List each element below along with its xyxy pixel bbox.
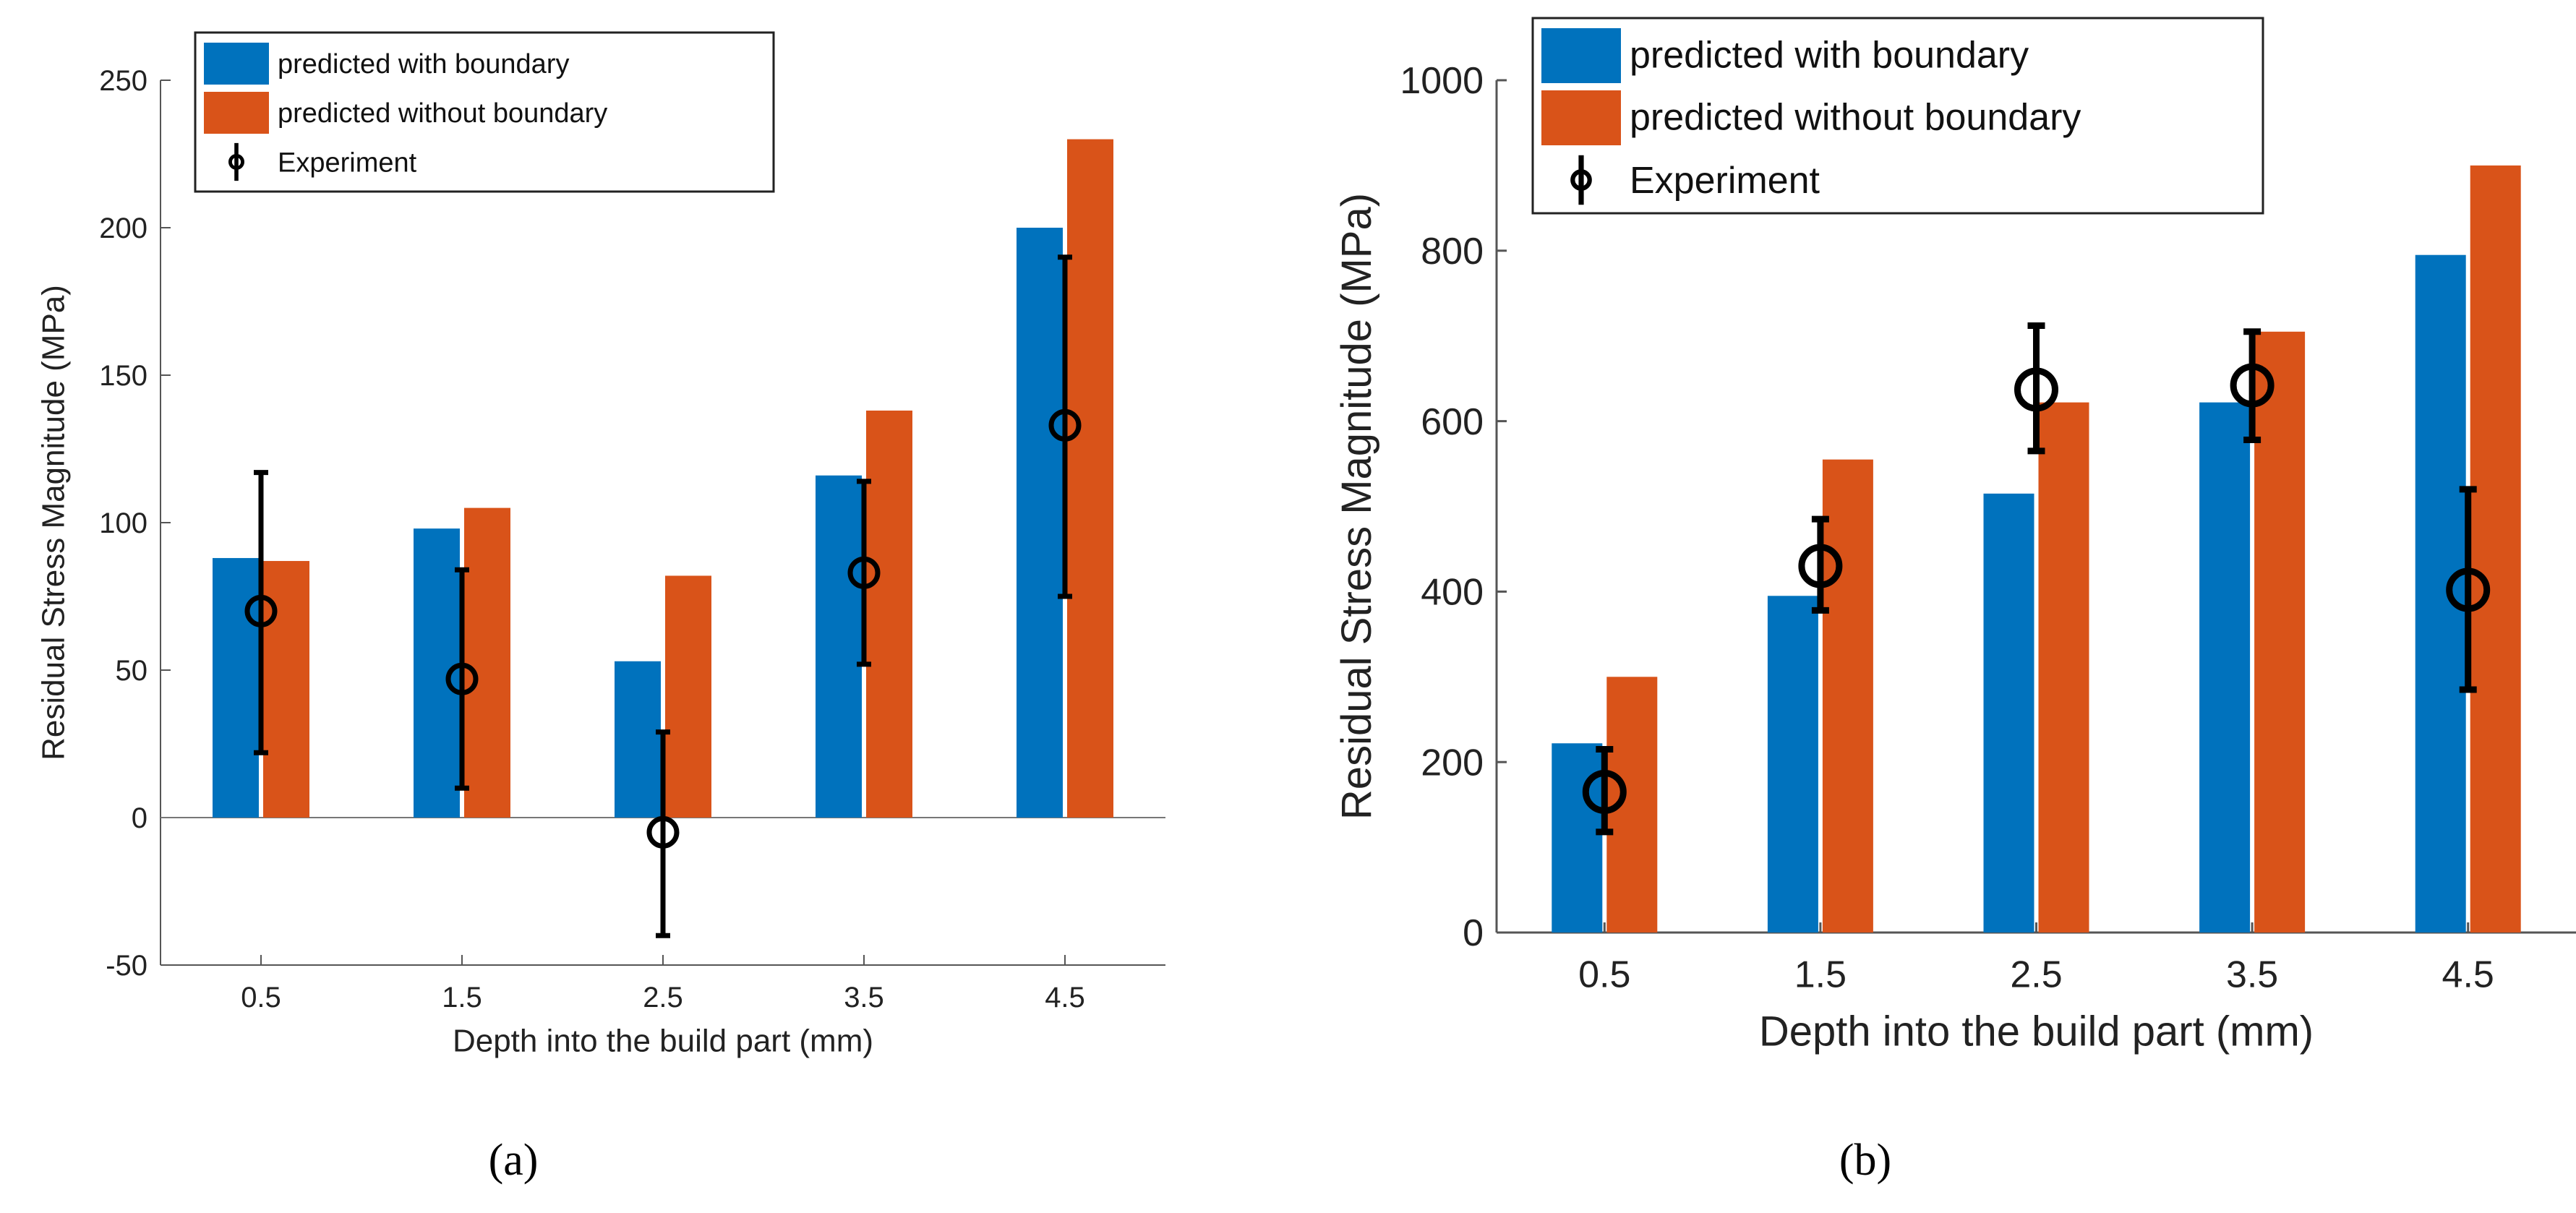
legend-box [194, 31, 775, 193]
bar-with-boundary-3.5 [2199, 402, 2251, 933]
experiment-marker [2446, 567, 2491, 612]
x-tick-label: 2.5 [643, 982, 683, 1013]
legend-label: predicted with boundary [278, 49, 569, 80]
legend: predicted with boundary predicted without… [194, 31, 775, 193]
bar-without-boundary-1.5 [1822, 459, 1873, 933]
y-tick-label: 50 [116, 655, 148, 687]
legend-swatch [1541, 28, 1621, 83]
y-tick-label: 100 [99, 507, 147, 539]
legend-experiment-marker [228, 153, 245, 170]
legend-box [1531, 17, 2264, 215]
experiment-marker [1048, 408, 1082, 442]
bar-without-boundary-2.5 [2038, 402, 2089, 933]
bar-with-boundary-0.5 [213, 557, 259, 818]
y-tick-label: 200 [1421, 742, 1484, 784]
experiment-marker [646, 815, 680, 849]
bar-without-boundary-4.5 [1067, 139, 1113, 818]
x-tick-label: 0.5 [241, 982, 281, 1013]
bar-without-boundary-2.5 [665, 575, 711, 818]
experiment-marker [244, 594, 278, 627]
legend-label: predicted without boundary [1630, 97, 2081, 139]
y-tick-label: 400 [1421, 572, 1484, 614]
y-tick-label: -50 [106, 950, 147, 982]
panel-a: -50 0 50 100 150 200 250 0.5 1.5 2.5 3.5 4.5 Depth i… [35, 31, 1165, 1185]
legend-swatch [1541, 90, 1621, 145]
experiment-marker [1582, 769, 1627, 814]
legend-label: Experiment [278, 147, 417, 178]
x-axis-label: Depth into the build part (mm) [453, 1024, 873, 1059]
panel-caption: (b) [1839, 1136, 1891, 1185]
bar-with-boundary-2.5 [1983, 493, 2034, 933]
y-axis-label: Residual Stress Magnitude (MPa) [1333, 193, 1380, 820]
y-axis-label: Residual Stress Magnitude (MPa) [35, 285, 71, 760]
y-tick-label: 250 [99, 65, 147, 97]
bar-without-boundary-3.5 [866, 410, 912, 818]
legend-swatch [204, 43, 269, 85]
panel-b: 0 200 400 600 800 1000 0.5 1.5 2.5 3.5 4.5 Depth in… [1333, 17, 2576, 1185]
experiment-marker [847, 556, 881, 589]
legend-label: Experiment [1630, 160, 1820, 202]
y-tick-label: 200 [99, 213, 147, 244]
bar-without-boundary-3.5 [2254, 331, 2306, 933]
x-tick-label: 3.5 [2226, 953, 2278, 995]
y-tick-label: 0 [132, 802, 147, 834]
experiment-marker [2230, 363, 2275, 408]
experiment-marker [445, 662, 479, 695]
x-tick-label: 4.5 [2442, 953, 2494, 995]
bar-with-boundary-3.5 [816, 475, 862, 818]
y-tick-label: 1000 [1400, 60, 1484, 102]
y-tick-label: 800 [1421, 231, 1484, 273]
legend: predicted with boundary predicted without… [1531, 17, 2264, 215]
bar-with-boundary-1.5 [1767, 596, 1818, 933]
x-tick-label: 1.5 [1794, 953, 1847, 995]
bar-with-boundary-2.5 [615, 661, 661, 818]
x-tick-label: 4.5 [1045, 982, 1085, 1013]
legend-swatch [204, 92, 269, 134]
bar-without-boundary-1.5 [464, 507, 510, 818]
bar-with-boundary-1.5 [414, 528, 460, 818]
experiment-marker [1798, 544, 1843, 588]
y-tick-label: 600 [1421, 401, 1484, 443]
bar-without-boundary-4.5 [2470, 165, 2521, 933]
y-tick-label: 0 [1463, 912, 1484, 954]
bar-with-boundary-4.5 [1017, 228, 1063, 818]
legend-experiment-marker [1570, 169, 1592, 191]
bar-with-boundary-0.5 [1552, 743, 1603, 933]
panel-caption: (a) [489, 1136, 539, 1185]
legend-label: predicted with boundary [1630, 35, 2029, 77]
y-tick-label: 150 [99, 360, 147, 392]
x-tick-label: 1.5 [442, 982, 482, 1013]
x-tick-label: 3.5 [844, 982, 884, 1013]
bar-with-boundary-4.5 [2415, 254, 2466, 933]
x-tick-label: 0.5 [1578, 953, 1630, 995]
x-tick-label: 2.5 [2010, 953, 2062, 995]
x-axis-label: Depth into the build part (mm) [1759, 1008, 2314, 1055]
experiment-marker [2014, 367, 2058, 412]
legend-label: predicted without boundary [278, 98, 607, 129]
